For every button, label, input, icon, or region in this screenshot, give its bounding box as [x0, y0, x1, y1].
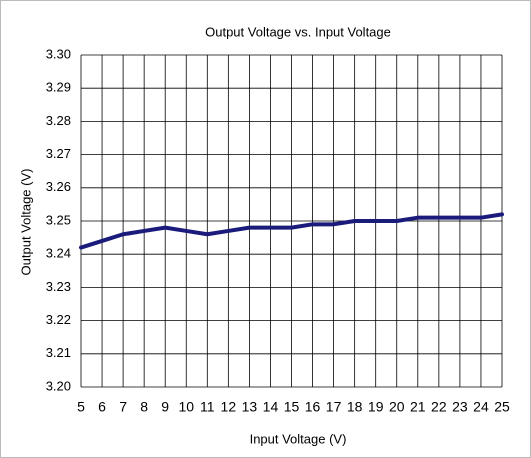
x-tick-label: 20	[389, 399, 405, 415]
x-tick-label: 16	[305, 399, 321, 415]
x-tick-label: 9	[161, 399, 169, 415]
x-tick-label: 10	[178, 399, 194, 415]
x-tick-label: 17	[326, 399, 342, 415]
y-tick-label: 3.23	[46, 279, 71, 294]
y-tick-label: 3.28	[46, 113, 71, 128]
x-tick-label: 12	[221, 399, 237, 415]
x-tick-label: 19	[368, 399, 384, 415]
x-tick-label: 5	[77, 399, 85, 415]
y-tick-label: 3.20	[46, 378, 71, 393]
x-tick-label: 25	[494, 399, 510, 415]
x-tick-label: 22	[431, 399, 447, 415]
x-tick-label: 15	[284, 399, 300, 415]
y-tick-label: 3.27	[46, 146, 71, 161]
x-tick-label: 6	[98, 399, 106, 415]
x-tick-label: 18	[347, 399, 363, 415]
data-line	[79, 212, 504, 250]
x-tick-label: 7	[119, 399, 127, 415]
y-axis-label: Output Voltage (V)	[18, 169, 33, 276]
x-tick-label: 24	[473, 399, 489, 415]
y-tick-label: 3.24	[46, 246, 71, 261]
y-tick-label: 3.21	[46, 345, 71, 360]
y-tick-label: 3.26	[46, 179, 71, 194]
x-tick-label: 21	[410, 399, 426, 415]
x-tick-label: 23	[452, 399, 468, 415]
x-tick-label: 8	[140, 399, 148, 415]
x-tick-label: 13	[242, 399, 258, 415]
x-tick-label: 11	[200, 399, 215, 415]
y-tick-label: 3.29	[46, 80, 71, 95]
y-tick-label: 3.30	[46, 46, 71, 61]
x-axis-label: Input Voltage (V)	[250, 431, 347, 446]
y-tick-label: 3.22	[46, 312, 71, 327]
y-tick-label: 3.25	[46, 212, 71, 227]
chart-title: Output Voltage vs. Input Voltage	[205, 24, 391, 39]
x-tick-label: 14	[263, 399, 279, 415]
